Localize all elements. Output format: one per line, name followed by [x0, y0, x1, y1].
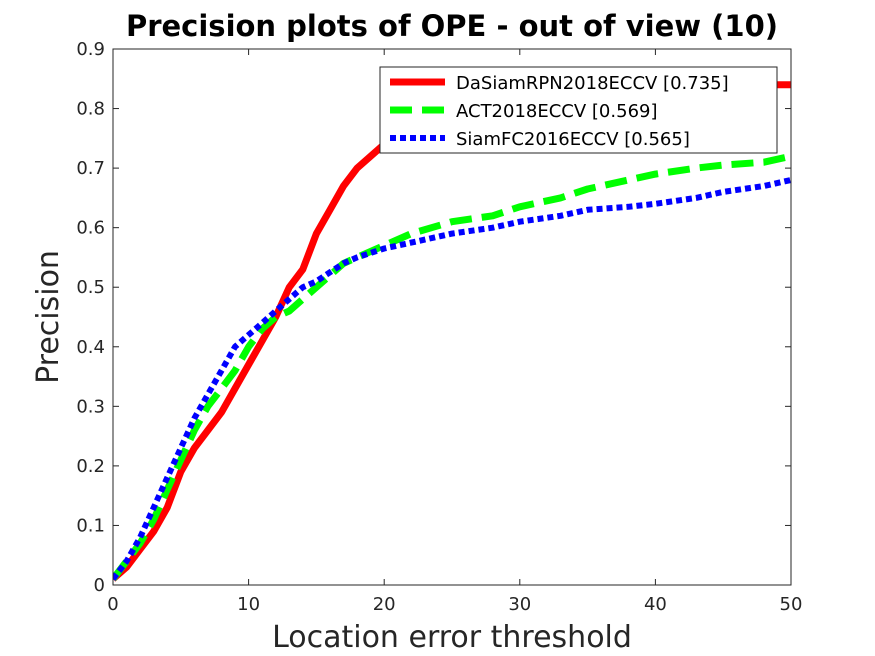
legend-label-3: SiamFC2016ECCV [0.565] [456, 129, 690, 150]
y-tick-label: 0.8 [76, 99, 105, 120]
x-tick-label: 40 [644, 594, 667, 615]
x-tick-label: 50 [780, 594, 803, 615]
x-tick-label: 30 [508, 594, 531, 615]
legend-label-1: DaSiamRPN2018ECCV [0.735] [456, 73, 729, 94]
y-tick-label: 0.7 [76, 158, 105, 179]
y-tick-label: 0 [94, 575, 105, 596]
chart-title: Precision plots of OPE - out of view (10… [126, 9, 778, 43]
legend-label-2: ACT2018ECCV [0.569] [456, 101, 658, 122]
series-line-2 [113, 152, 791, 582]
series-line-3 [113, 177, 791, 581]
legend-box [379, 66, 778, 154]
y-tick-label: 0.9 [76, 39, 105, 60]
y-tick-label: 0.1 [76, 515, 105, 536]
y-tick-label: 0.5 [76, 277, 105, 298]
y-axis-label: Precision [31, 250, 66, 384]
y-tick-label: 0.3 [76, 396, 105, 417]
x-tick-label: 20 [373, 594, 396, 615]
y-tick-label: 0.6 [76, 218, 105, 239]
y-tick-label: 0.2 [76, 456, 105, 477]
x-tick-label: 0 [107, 594, 118, 615]
axes: 0 10 20 30 40 50 0 0.1 0.2 0.3 0.4 0.5 0.6 0.7 0.8 0.9 [76, 39, 802, 615]
x-axis-label: Location error threshold [272, 620, 632, 655]
legend: DaSiamRPN2018ECCV [0.735] ACT2018ECCV [0.… [379, 66, 778, 154]
y-tick-label: 0.4 [76, 337, 105, 358]
x-tick-label: 10 [237, 594, 260, 615]
axes-box [112, 48, 792, 586]
